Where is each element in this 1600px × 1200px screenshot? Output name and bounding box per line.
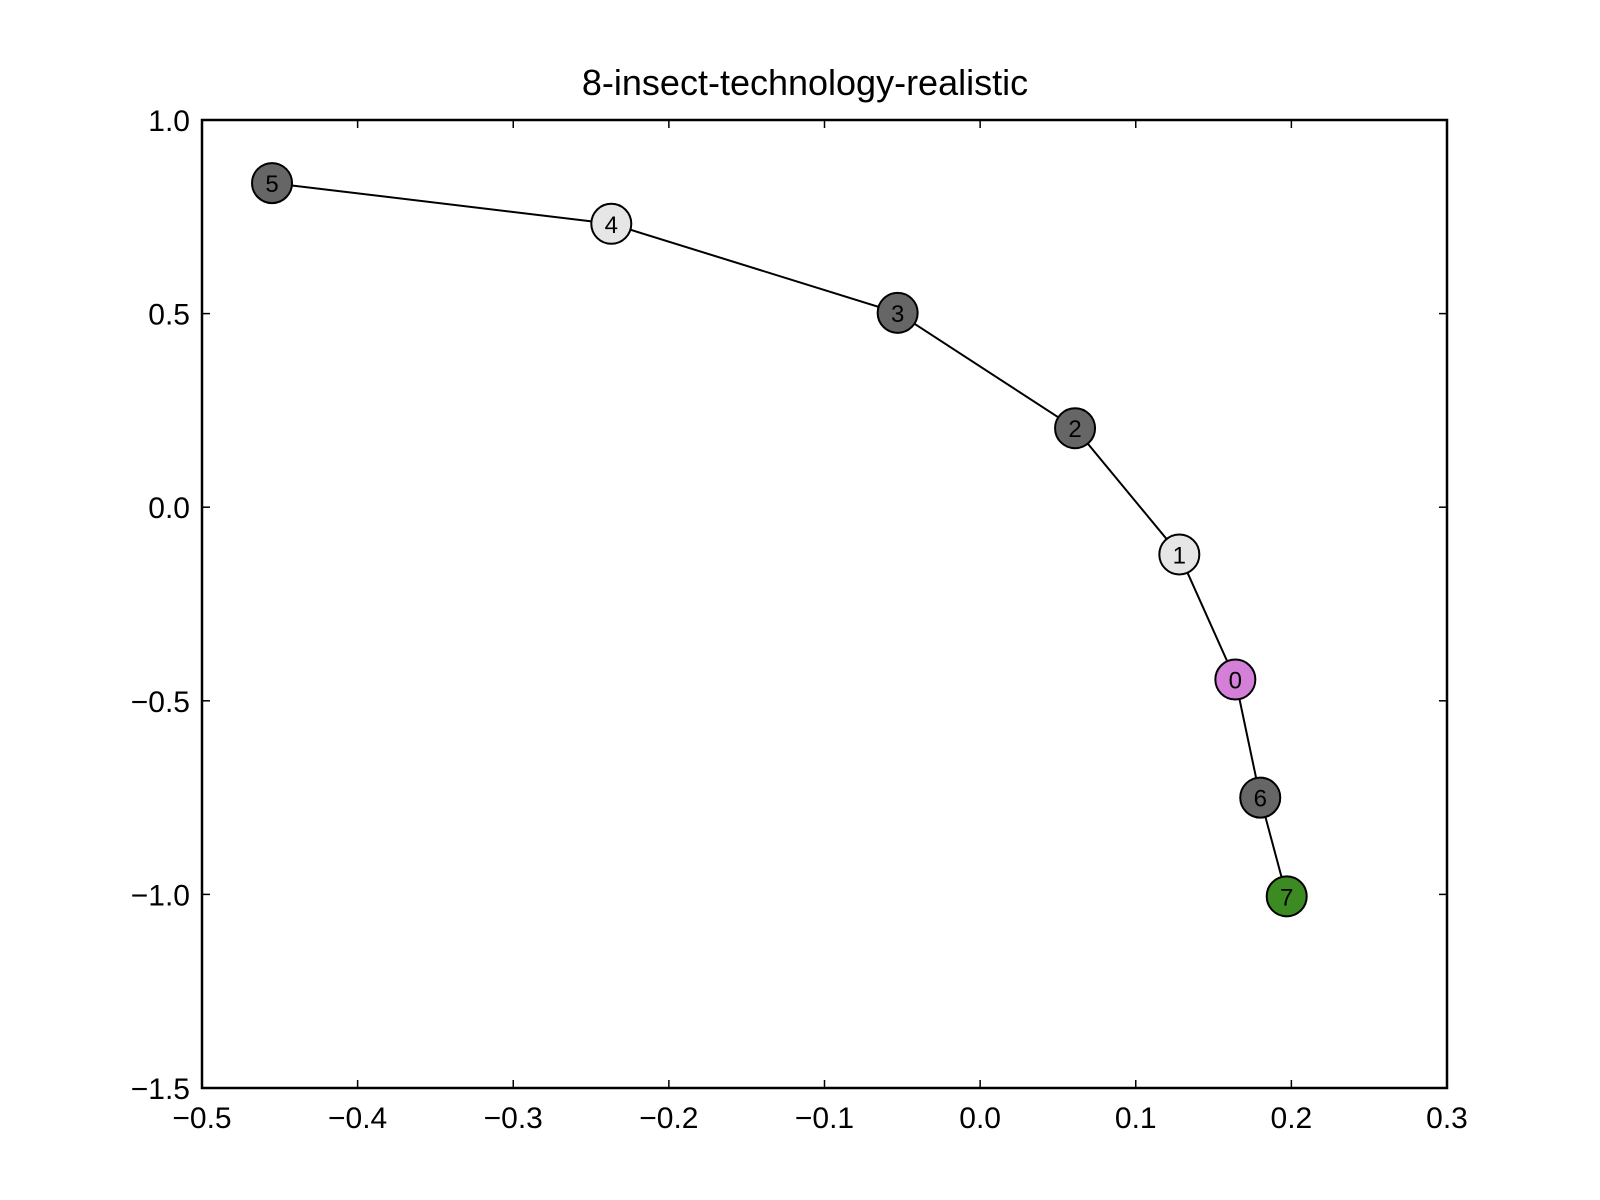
y-tick-label: −1.0: [131, 879, 190, 912]
y-tick-label: −0.5: [131, 686, 190, 719]
node-marker: [1158, 533, 1201, 576]
node-label: 1: [1173, 542, 1186, 569]
data-point-6: 6: [1239, 776, 1282, 819]
y-tick-label: 0.5: [148, 299, 190, 332]
edge-3-2: [897, 311, 1076, 430]
node-marker: [251, 162, 294, 205]
x-tick-label: 0.3: [1426, 1102, 1468, 1135]
node-marker: [590, 202, 633, 245]
y-tick-label: 0.0: [148, 492, 190, 525]
x-tick-label: −0.1: [795, 1102, 854, 1135]
chart-title: 8-insect-technology-realistic: [582, 62, 1028, 103]
x-tick-label: 0.2: [1271, 1102, 1313, 1135]
data-point-4: 4: [590, 202, 633, 245]
data-point-2: 2: [1054, 407, 1097, 450]
edge-5-4: [271, 182, 612, 225]
axis-ticks: −0.5 −0.4 −0.3 −0.2 −0.1 0.0 0.1 0.2 0.3 −1.5 −1.0…: [131, 105, 1468, 1135]
node-marker: [1265, 875, 1308, 918]
node-label: 3: [891, 301, 904, 328]
node-marker: [1239, 776, 1282, 819]
data-point-0: 0: [1214, 658, 1257, 701]
plot-area-frame: [200, 118, 1449, 1090]
data-point-5: 5: [251, 162, 294, 205]
x-tick-label: 0.0: [959, 1102, 1001, 1135]
data-point-1: 1: [1158, 533, 1201, 576]
node-label: 5: [265, 171, 278, 198]
edge-1-0: [1178, 554, 1237, 680]
data-points: 0 1 2 3 4 5 6 7: [251, 162, 1308, 918]
node-label: 6: [1254, 786, 1267, 813]
node-label: 2: [1068, 416, 1081, 443]
node-label: 0: [1229, 668, 1242, 695]
node-label: 4: [605, 212, 618, 239]
path-edges: [271, 182, 1288, 897]
edge-2-1: [1074, 427, 1181, 556]
x-tick-label: −0.5: [172, 1102, 231, 1135]
data-point-3: 3: [876, 291, 919, 334]
data-point-7: 7: [1265, 875, 1308, 918]
y-tick-label: 1.0: [148, 105, 190, 138]
x-tick-label: 0.1: [1115, 1102, 1157, 1135]
y-tick-label: −1.5: [131, 1073, 190, 1106]
node-marker: [1054, 407, 1097, 450]
x-tick-label: −0.3: [484, 1102, 543, 1135]
node-marker: [1214, 658, 1257, 701]
node-marker: [876, 291, 919, 334]
edge-4-3: [610, 222, 898, 314]
node-label: 7: [1280, 884, 1293, 911]
x-tick-label: −0.4: [328, 1102, 387, 1135]
x-tick-label: −0.2: [639, 1102, 698, 1135]
